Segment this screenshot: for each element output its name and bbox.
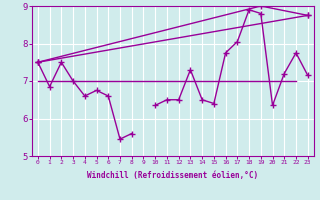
X-axis label: Windchill (Refroidissement éolien,°C): Windchill (Refroidissement éolien,°C) xyxy=(87,171,258,180)
